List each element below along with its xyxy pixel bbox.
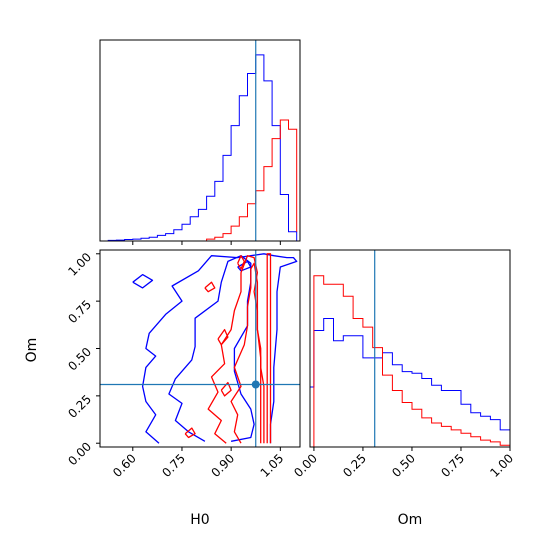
joint-ytick-label: 0.50: [65, 345, 94, 374]
contour-first: [237, 255, 245, 270]
hist-Om-ticks: 0.00 0.25 0.50 0.75 1.00: [291, 447, 516, 480]
hist-Om-series: [309, 275, 511, 448]
contour-first: [230, 262, 262, 444]
joint-ytick-label: 1.00: [65, 250, 94, 279]
hist-Om-xtick-label: 0.00: [291, 451, 320, 480]
contour-first: [184, 427, 196, 439]
truth-point: [251, 380, 260, 389]
hist-H0-frame: [99, 39, 301, 242]
joint-ytick-label: 0.25: [65, 392, 94, 421]
joint-ytick-label: 0.00: [65, 439, 94, 468]
hist-Om-step-second: [309, 318, 511, 447]
hist-Om-xtick-label: 0.25: [340, 451, 369, 480]
panel-hist-H0: [99, 39, 301, 245]
joint-ytick-label: 0.75: [65, 297, 94, 326]
x-axis-label-Om: Om: [398, 512, 423, 528]
hist-H0-ticks: [132, 241, 281, 245]
joint-xtick-label: 0.75: [159, 451, 188, 480]
hist-Om-xtick-label: 0.50: [389, 451, 418, 480]
joint-xtick-label: 0.90: [208, 451, 237, 480]
y-axis-label-Om: Om: [24, 338, 40, 363]
hist-Om-step-first: [310, 275, 511, 448]
hist-Om-xtick-label: 1.00: [487, 451, 516, 480]
contour-first: [220, 381, 232, 397]
contour-first: [204, 281, 216, 293]
contour-second: [168, 255, 255, 442]
panel-joint: 0.60 0.75 0.90 1.05 0.00 0.25 0.50 0.75 1.00: [65, 249, 301, 480]
panel-hist-Om: 0.00 0.25 0.50 0.75 1.00: [291, 249, 516, 480]
joint-xtick-label: 0.60: [110, 451, 139, 480]
contour-second: [132, 273, 154, 289]
joint-contours: [132, 253, 298, 444]
contour-first: [266, 253, 272, 444]
x-axis-label-H0: H0: [190, 512, 209, 528]
hist-H0-series: [100, 54, 298, 242]
joint-xtick-label: 1.05: [258, 451, 287, 480]
hist-H0-step-first: [100, 119, 298, 242]
contour-first: [217, 328, 229, 346]
contour-second: [141, 253, 298, 444]
hist-Om-xtick-label: 0.75: [438, 451, 467, 480]
hist-Om-frame: [309, 249, 511, 448]
hist-H0-step-second: [100, 54, 298, 242]
